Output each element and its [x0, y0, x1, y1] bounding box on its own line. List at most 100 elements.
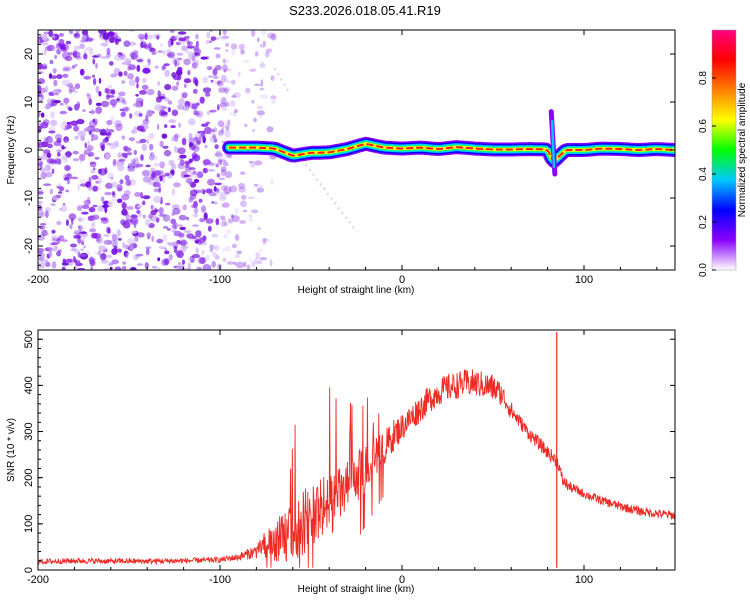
noise-speck	[80, 248, 85, 252]
noise-speck	[56, 151, 61, 157]
noise-speck	[149, 214, 158, 222]
noise-speck	[104, 136, 109, 141]
noise-speck	[208, 40, 213, 44]
noise-speck	[257, 260, 263, 264]
noise-speck	[40, 172, 47, 180]
noise-speck	[73, 234, 81, 239]
noise-speck	[129, 52, 136, 58]
noise-speck	[230, 100, 236, 107]
noise-speck	[81, 211, 89, 215]
noise-speck	[64, 124, 72, 129]
noise-speck	[107, 172, 114, 180]
noise-speck	[88, 120, 97, 128]
noise-speck	[257, 184, 264, 191]
spectrogram-y-tick-label: -20	[23, 238, 35, 254]
noise-speck	[156, 266, 160, 270]
noise-speck	[50, 242, 59, 246]
noise-speck	[158, 214, 167, 217]
noise-speck	[95, 238, 101, 242]
noise-speck	[168, 159, 175, 166]
noise-speck	[111, 191, 116, 196]
noise-speck	[106, 127, 109, 133]
noise-speck	[210, 79, 214, 83]
noise-speck	[263, 40, 266, 45]
noise-speck	[249, 214, 252, 219]
noise-speck	[146, 138, 150, 145]
noise-speck	[237, 71, 241, 77]
noise-speck	[91, 74, 96, 78]
noise-speck	[105, 52, 111, 59]
noise-speck	[204, 144, 208, 149]
noise-speck	[111, 248, 118, 255]
noise-speck	[171, 241, 176, 247]
noise-speck	[176, 239, 181, 244]
noise-speck	[72, 158, 80, 162]
noise-speck	[58, 33, 65, 37]
noise-speck	[188, 132, 193, 140]
noise-speck	[104, 191, 112, 196]
noise-speck	[116, 98, 120, 102]
noise-speck	[180, 239, 187, 247]
noise-speck	[140, 123, 149, 130]
noise-speck	[56, 74, 63, 80]
noise-speck	[148, 132, 155, 140]
noise-speck	[177, 163, 181, 167]
spectrogram-ridge-layer	[222, 109, 675, 177]
noise-speck	[137, 232, 145, 238]
noise-speck	[95, 63, 98, 69]
noise-speck	[206, 31, 211, 39]
noise-speck	[218, 87, 227, 93]
noise-speck	[65, 44, 69, 51]
noise-speck	[38, 96, 43, 101]
noise-speck	[89, 215, 94, 221]
noise-speck	[100, 100, 110, 108]
noise-speck	[191, 55, 196, 62]
noise-speck	[42, 65, 47, 70]
noise-speck	[171, 72, 177, 78]
noise-speck	[146, 34, 154, 40]
noise-speck	[159, 109, 166, 117]
noise-speck	[189, 170, 194, 178]
noise-speck	[219, 196, 227, 201]
noise-speck	[222, 30, 227, 36]
noise-speck	[241, 194, 247, 200]
chart-title: S233.2026.018.05.41.R19	[289, 3, 441, 18]
noise-speck	[79, 40, 88, 43]
noise-speck	[73, 249, 80, 254]
noise-speck	[188, 118, 196, 126]
colorbar: 0.0 0.2 0.4 0.6 0.8 Normalized spectral ampl…	[698, 29, 748, 277]
noise-speck	[86, 37, 94, 42]
noise-speck	[83, 148, 92, 155]
noise-speck	[115, 123, 123, 132]
colorbar-tick-label: 0.4	[698, 167, 709, 181]
noise-speck	[205, 218, 214, 224]
noise-speck	[40, 34, 48, 38]
snr-plot-area	[38, 330, 675, 570]
noise-speck	[177, 98, 185, 105]
noise-speck	[90, 132, 94, 138]
noise-speck	[51, 75, 57, 79]
noise-speck	[270, 33, 277, 41]
noise-speck	[165, 202, 171, 206]
noise-speck	[62, 66, 71, 69]
noise-speck	[254, 257, 259, 265]
noise-speck	[121, 135, 126, 140]
noise-speck	[133, 126, 138, 134]
noise-speck	[154, 65, 159, 69]
spectrogram-y-tick-label: 0	[23, 147, 35, 153]
noise-speck	[257, 105, 263, 110]
noise-speck	[112, 158, 117, 166]
noise-speck	[168, 119, 177, 124]
noise-speck	[224, 88, 229, 95]
noise-speck	[118, 71, 123, 77]
noise-speck	[199, 96, 205, 104]
spectrogram-x-tick-label: -200	[27, 274, 49, 286]
noise-speck	[117, 237, 122, 241]
noise-speck	[219, 191, 227, 199]
noise-speck	[92, 204, 98, 208]
noise-speck	[86, 93, 92, 100]
spectrogram-y-ticks: 20 10 0 -10 -20	[23, 34, 675, 266]
noise-speck	[139, 36, 145, 42]
noise-speck	[114, 54, 123, 62]
noise-speck	[225, 49, 229, 52]
